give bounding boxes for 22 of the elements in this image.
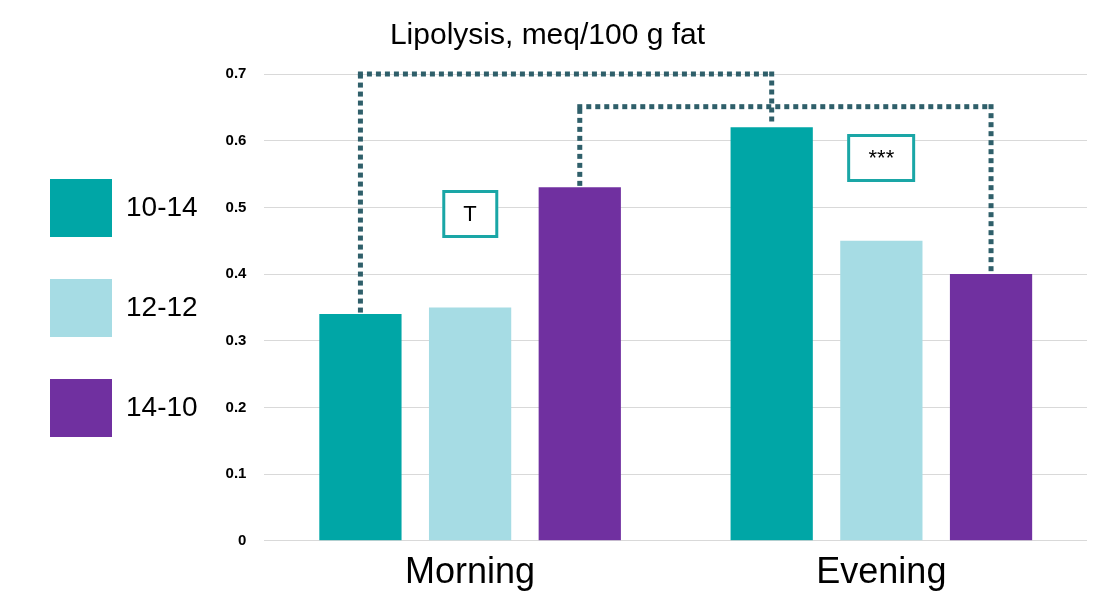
bar: [428, 307, 512, 541]
y-tick-label: 0.7: [225, 64, 247, 82]
bar: [730, 127, 813, 541]
bar: [840, 240, 923, 541]
bar: [538, 187, 621, 541]
y-tick-label: 0.6: [225, 130, 247, 148]
y-tick-label: 0.4: [225, 264, 248, 282]
x-tick-label: Morning: [405, 550, 536, 592]
bar: [949, 274, 1033, 541]
chart-title: Lipolysis, meq/100 g fat: [389, 17, 706, 51]
y-tick-label: 0.1: [225, 464, 247, 482]
legend-label: 14-10: [126, 390, 198, 422]
bar: [319, 314, 402, 541]
y-tick-label: 0.3: [225, 330, 247, 348]
y-tick-label: 0.5: [225, 197, 247, 215]
y-tick-label: 0.2: [225, 397, 247, 415]
x-tick-label: Evening: [816, 550, 947, 592]
annotation: T: [442, 190, 498, 239]
legend-label: 10-14: [126, 190, 198, 222]
annotation: ***: [847, 134, 916, 183]
y-tick-label: 0: [238, 530, 247, 548]
legend-label: 12-12: [126, 290, 198, 322]
